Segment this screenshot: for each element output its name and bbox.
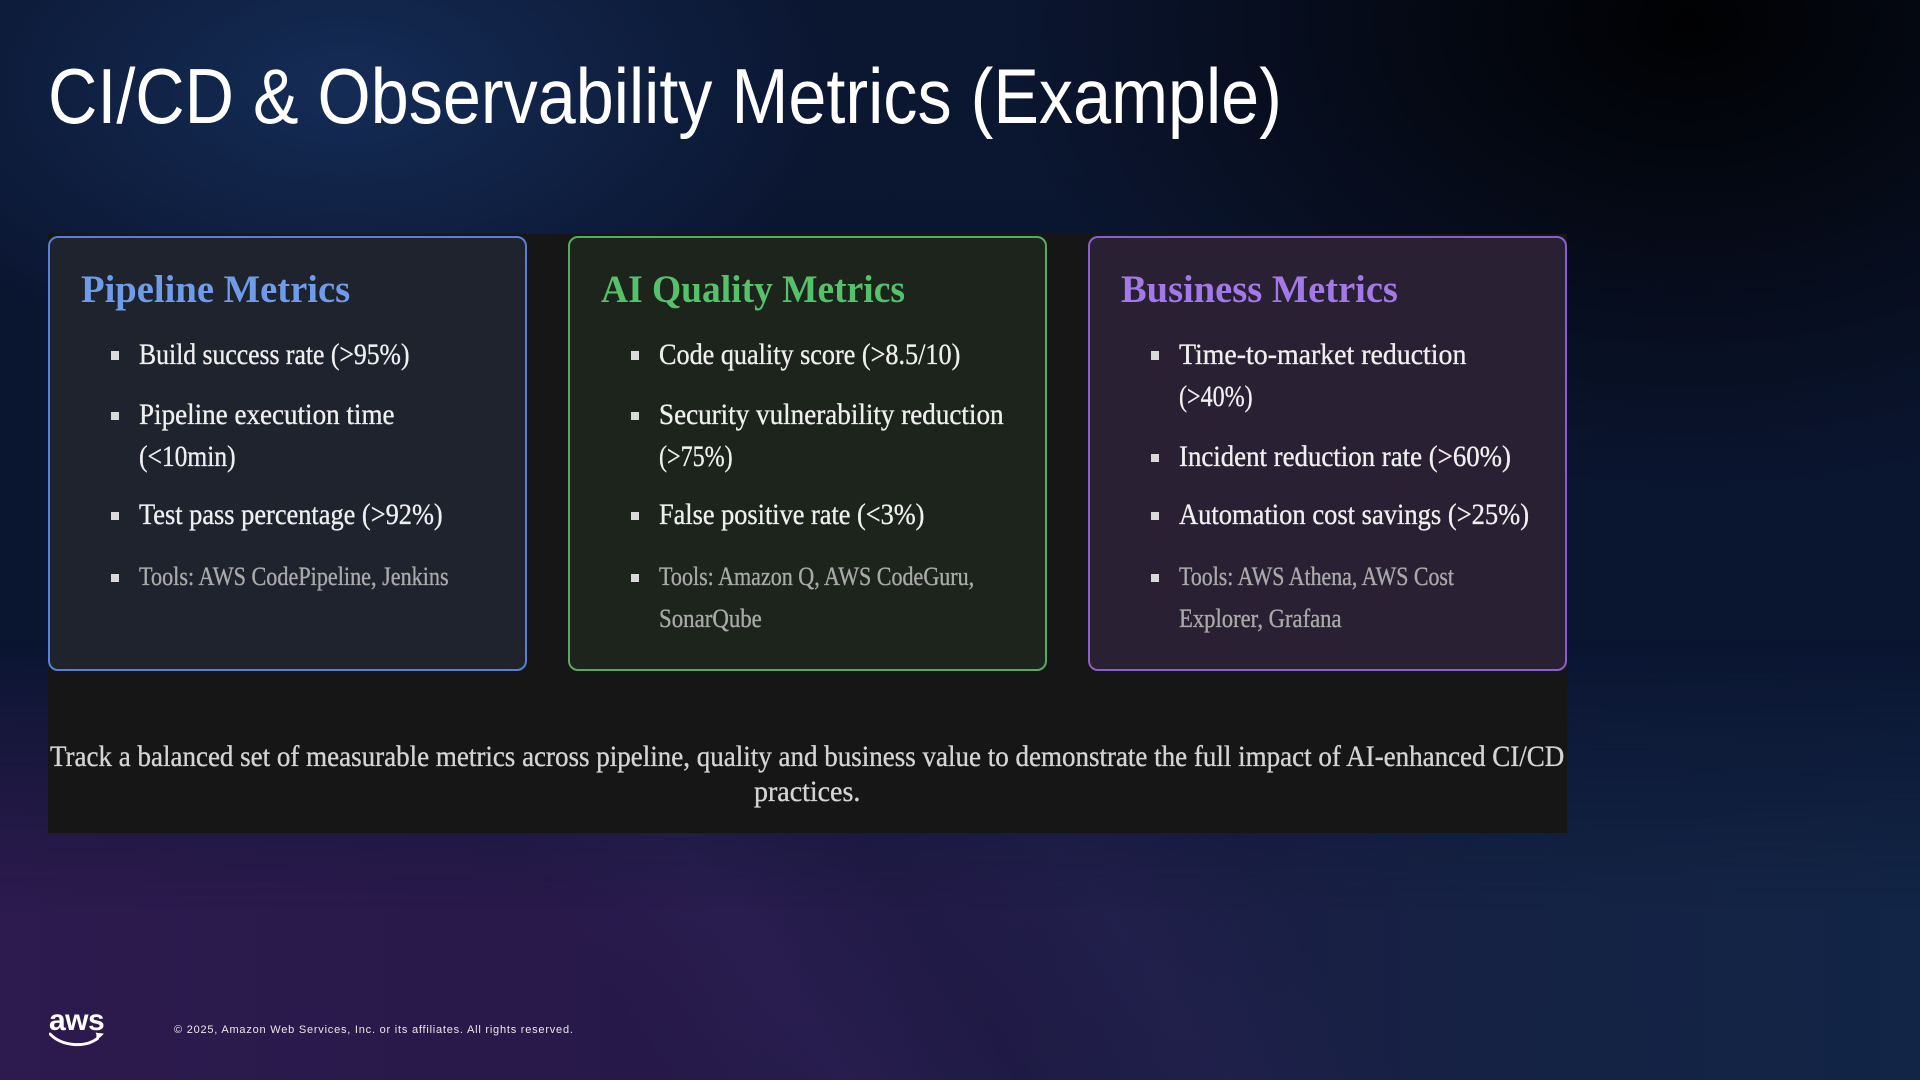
svg-text:aws: aws [49,1004,104,1037]
